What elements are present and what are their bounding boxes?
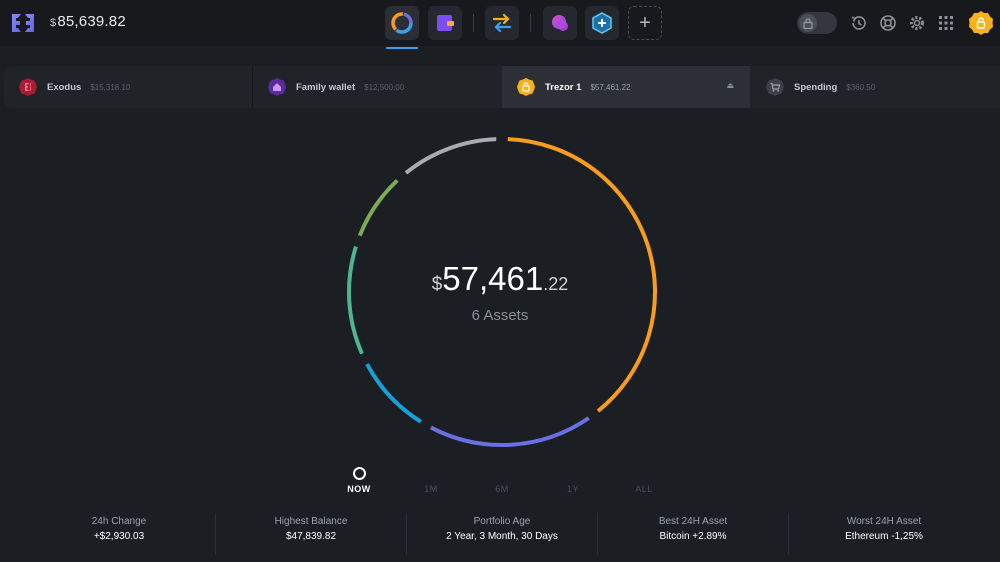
history-icon[interactable] [849,13,869,33]
nav-separator [530,14,531,32]
stat-worst-24h-asset: Worst 24H Asset Ethereum -1,25% [789,505,979,562]
trezor-avatar-icon[interactable] [968,10,994,36]
wallet-name: Trezor 1 [545,81,582,93]
allocation-segment-2[interactable] [429,416,590,447]
wallet-tab-exodus[interactable]: Exodus $15,318.10 [4,66,252,108]
portfolio-currency: $ [431,274,443,295]
portfolio-balance: $57,461.22 [340,260,660,298]
allocation-segment-5[interactable] [357,179,399,237]
stat-divider [597,513,598,555]
stat-divider [406,513,407,555]
nav-exchange-button[interactable] [485,6,519,40]
active-nav-indicator [386,47,418,49]
stat-value: $47,839.82 [285,531,337,542]
total-balance: $85,639.82 [50,13,126,30]
range-1m[interactable]: 1M [424,484,438,494]
range-now[interactable]: NOW [347,484,371,494]
range-1y[interactable]: 1Y [566,484,580,494]
range-6m[interactable]: 6M [495,484,509,494]
stat-value: +$2,930.03 [93,531,145,542]
wallet-icon [437,15,454,31]
stat-value: Ethereum -1,25% [845,531,923,542]
nav-wallet-button[interactable] [428,6,462,40]
grid-menu-icon[interactable] [936,13,956,33]
stat-label: Portfolio Age [473,516,531,527]
stat-best-24h-asset: Best 24H Asset Bitcoin +2.89% [598,505,788,562]
wallet-balance: $57,461.22 [590,82,631,92]
lock-toggle[interactable] [797,12,837,34]
exchange-arrows-icon [492,13,512,33]
stat-label: Best 24H Asset [658,516,728,527]
stat-divider [215,513,216,555]
portfolio-stats: 24h Change +$2,930.03 Highest Balance $4… [0,505,1000,562]
stat-highest-balance: Highest Balance $47,839.82 [216,505,406,562]
portfolio-allocation-ring [347,137,657,447]
exodus-wallet-icon [19,78,37,96]
portfolio-balance-cents: .22 [543,274,569,294]
wallet-name: Spending [794,81,838,93]
wallet-name: Exodus [47,81,82,93]
support-icon[interactable] [878,13,898,33]
wallet-tab-spending[interactable]: Spending $360.50 [751,66,1000,108]
wallet-tabs: Exodus $15,318.10 Family wallet $12,500.… [4,66,1000,108]
wallet-tab-divider [252,66,253,108]
nav-app-button[interactable] [585,6,619,40]
top-bar: $85,639.82 + [0,0,1000,49]
wallet-name: Family wallet [296,81,356,93]
total-currency: $ [50,17,57,29]
settings-icon[interactable] [907,13,927,33]
plus-icon: + [639,11,651,34]
wallet-tab-trezor-1[interactable]: Trezor 1 $57,461.22 ⏏ [502,66,750,108]
wallet-balance: $15,318.10 [90,82,131,92]
eject-icon[interactable]: ⏏ [726,81,734,90]
portfolio-balance-whole: 57,461 [442,260,544,297]
stat-label: Worst 24H Asset [846,516,922,527]
nav-apps-button[interactable] [543,6,577,40]
stat-value: 2 Year, 3 Month, 30 Days [446,531,558,542]
range-all[interactable]: ALL [635,484,653,494]
exodus-logo-icon[interactable] [10,10,36,36]
stat-24h-change: 24h Change +$2,930.03 [24,505,214,562]
stat-divider [788,513,789,555]
stat-label: 24h Change [91,516,147,527]
wallet-balance: $360.50 [846,82,876,92]
allocation-segment-6[interactable] [404,137,497,175]
wallet-tab-family-wallet[interactable]: Family wallet $12,500.00 [253,66,501,108]
cart-icon [766,78,784,96]
portfolio-ring-icon [391,12,413,34]
lock-toggle-knob [799,14,817,32]
trezor-lock-icon [517,78,535,96]
nav-separator [473,14,474,32]
assets-count: 6 Assets [471,307,529,324]
add-app-button[interactable]: + [628,6,662,40]
apps-icon [552,15,568,31]
hexagon-plus-icon [592,12,612,34]
stat-portfolio-age: Portfolio Age 2 Year, 3 Month, 30 Days [407,505,597,562]
nav-portfolio-button[interactable] [385,6,419,40]
allocation-segment-1[interactable] [507,137,657,413]
wallet-balance: $12,500.00 [364,82,405,92]
total-value: 85,639.82 [57,13,126,30]
stat-value: Bitcoin +2.89% [659,531,727,542]
allocation-segment-4[interactable] [347,245,364,355]
allocation-segment-3[interactable] [365,363,422,424]
time-range-marker[interactable] [353,467,366,480]
stat-label: Highest Balance [274,516,348,527]
lock-icon [803,17,813,29]
house-icon [268,78,286,96]
